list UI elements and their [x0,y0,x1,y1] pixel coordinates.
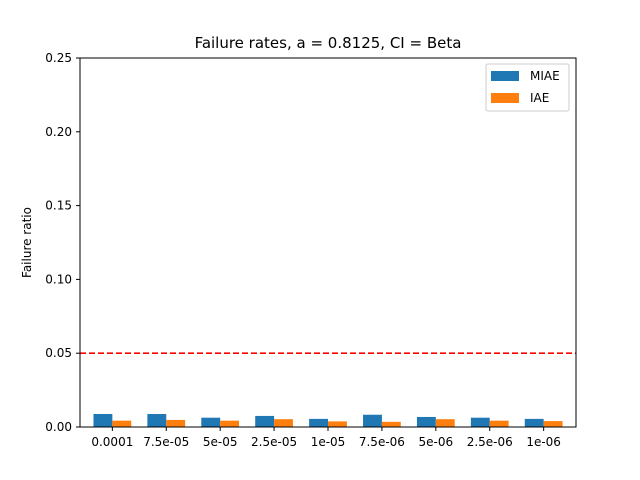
bar-iae-6 [435,419,455,427]
y-tick-label-1: 0.05 [45,346,72,360]
x-tick-label-7: 2.5e-06 [467,435,513,449]
bar-miae-7 [470,417,490,427]
bars-layer [93,414,563,427]
y-tick-label-0: 0.00 [45,420,72,434]
legend: MIAE IAE [485,63,570,112]
x-tick-label-5: 7.5e-06 [359,435,405,449]
legend-label-iae: IAE [530,91,549,105]
bar-miae-5 [363,414,382,427]
y-tick-label-4: 0.20 [45,125,72,139]
bar-iae-7 [489,420,509,427]
bar-miae-8 [524,418,544,427]
chart-title: Failure rates, a = 0.8125, CI = Beta [195,34,462,52]
bar-miae-6 [416,416,436,427]
bar-iae-2 [220,420,240,427]
legend-swatch-miae [491,71,519,81]
bar-iae-5 [381,421,401,427]
bar-iae-0 [112,420,132,427]
legend-swatch-iae [491,93,519,103]
y-tick-label-5: 0.25 [45,51,72,65]
x-tick-label-1: 7.5e-05 [143,435,189,449]
y-tick-label-2: 0.10 [45,272,72,286]
bar-iae-3 [274,419,293,427]
x-tick-label-8: 1e-06 [526,435,561,449]
bar-iae-8 [543,421,563,427]
bar-miae-1 [147,414,167,427]
axes-layer: 0.00 0.05 0.10 0.15 0.20 0.25 0.0001 7.5e-05 5e-… [45,51,577,449]
x-tick-label-0: 0.0001 [91,435,133,449]
bar-iae-1 [166,419,186,427]
bar-iae-4 [328,421,347,427]
bar-miae-3 [255,415,275,427]
legend-label-miae: MIAE [530,69,560,83]
bar-miae-2 [201,417,221,427]
x-tick-label-6: 5e-06 [419,435,454,449]
x-tick-label-3: 2.5e-05 [251,435,297,449]
plot-frame [79,57,577,428]
y-tick-label-3: 0.15 [45,199,72,213]
bar-miae-0 [93,414,113,427]
y-axis-label: Failure ratio [20,207,34,278]
x-tick-label-4: 1e-05 [311,435,346,449]
bar-miae-4 [309,418,328,427]
x-tick-label-2: 5e-05 [203,435,238,449]
